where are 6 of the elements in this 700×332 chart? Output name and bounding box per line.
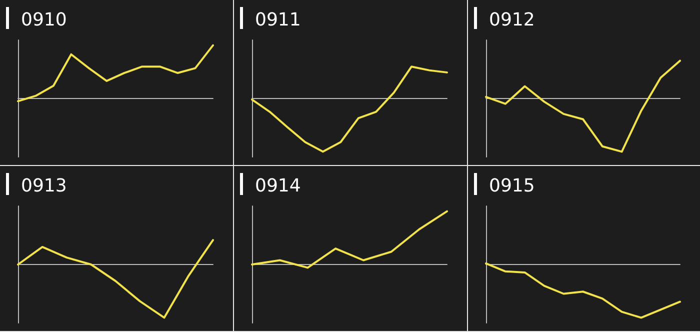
chart-title: 0915 xyxy=(489,176,535,196)
chart-title: 0914 xyxy=(255,176,301,196)
chart-title: 0910 xyxy=(21,10,67,30)
chart-title: 0911 xyxy=(255,10,301,30)
chart-title: 0913 xyxy=(21,176,67,196)
chart-title: 0912 xyxy=(489,10,535,30)
